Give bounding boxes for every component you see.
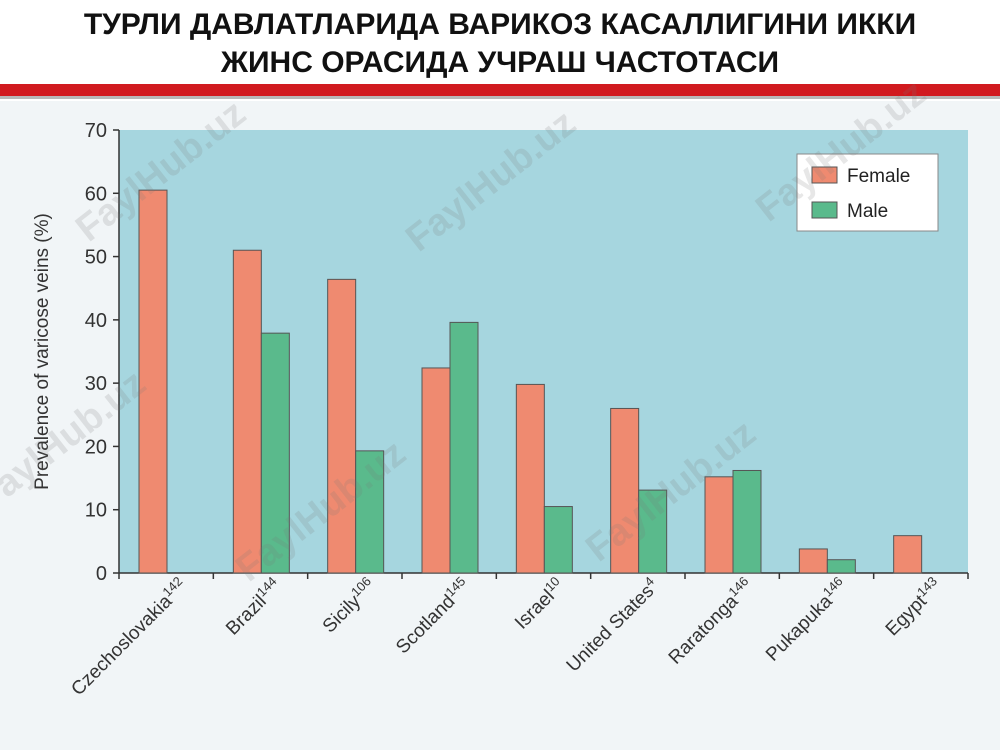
x-tick-label: United States4 [561, 574, 664, 677]
x-tick-label-name: Raratonga [665, 591, 743, 669]
y-tick-label: 30 [85, 373, 107, 395]
x-tick-label: Egypt143 [880, 574, 947, 641]
bar-female-raratonga [704, 476, 734, 574]
legend-swatch-female [811, 166, 838, 184]
bar-male-sicily [355, 450, 385, 574]
x-tick-label-name: Czechoslovakia [67, 591, 176, 700]
legend-swatch-male [811, 201, 838, 219]
y-tick-label: 70 [85, 120, 107, 142]
x-tick-label: Czechoslovakia142 [65, 574, 191, 700]
bar-female-scotland [421, 367, 451, 574]
x-tick-label: Israel10 [509, 574, 569, 634]
y-axis-label: Prevalence of varicose veins (%) [32, 213, 53, 490]
x-tick-label: Scotland145 [390, 574, 475, 659]
bar-male-united-states [638, 489, 668, 574]
y-tick-label: 60 [85, 183, 107, 205]
legend-label-female: Female [847, 166, 910, 187]
bar-chart: 0 10 20 30 40 50 60 70 Prevalence of varicose ve… [32, 120, 969, 700]
bar-female-egypt [893, 535, 923, 574]
title-line-2: ЖИНС ОРАСИДА УЧРАШ ЧАСТОТАСИ [220, 46, 780, 79]
bar-male-raratonga [732, 469, 762, 574]
title-line-1: ТУРЛИ ДАВЛАТЛАРИДА ВАРИКОЗ КАСАЛЛИГИНИ И… [83, 8, 917, 41]
x-tick-label: Brazil144 [220, 574, 286, 640]
x-tick-label: Sicily106 [317, 574, 381, 638]
bar-female-israel [515, 383, 545, 574]
y-tick-label: 10 [85, 500, 107, 522]
y-tick-label: 40 [85, 310, 107, 332]
y-tick-label: 0 [96, 563, 107, 585]
x-tick-label-name: United States [563, 581, 659, 677]
bar-female-czechoslovakia [138, 189, 168, 574]
bar-male-brazil [260, 332, 290, 574]
bar-female-united-states [610, 407, 640, 574]
chart-panel: 0 10 20 30 40 50 60 70 Prevalence of varicose ve… [0, 101, 1000, 750]
title-divider [0, 96, 1000, 99]
x-tick-label-name: Scotland [392, 591, 459, 658]
bar-male-pukapuka [826, 559, 856, 574]
title-accent-bar [0, 84, 1000, 96]
bar-male-scotland [449, 321, 479, 574]
legend-label-male: Male [847, 201, 888, 222]
x-tick-label-name: Pukapuka [762, 591, 837, 666]
y-tick-label: 20 [85, 436, 107, 458]
bar-female-sicily [327, 278, 357, 574]
slide-title: ТУРЛИ ДАВЛАТЛАРИДА ВАРИКОЗ КАСАЛЛИГИНИ И… [0, 6, 1000, 82]
x-tick-label: Pukapuka146 [760, 574, 852, 666]
x-tick-label: Raratonga146 [663, 574, 758, 669]
bar-female-brazil [232, 249, 262, 574]
bar-male-israel [543, 506, 573, 574]
y-tick-label: 50 [85, 247, 107, 269]
bar-female-pukapuka [798, 548, 828, 574]
